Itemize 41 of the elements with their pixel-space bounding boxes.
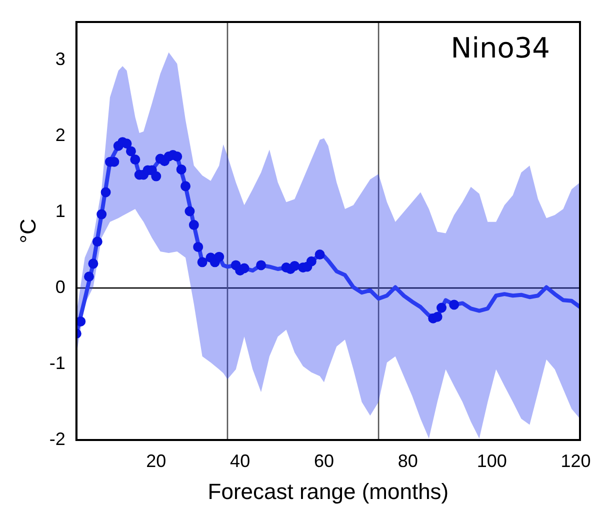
point	[126, 146, 136, 156]
point	[84, 272, 94, 282]
point	[184, 206, 195, 216]
y-tick-label: 1	[55, 200, 66, 221]
y-tick-label: 0	[55, 276, 66, 297]
point	[176, 164, 186, 174]
point	[239, 263, 250, 274]
y-tick-label: -2	[49, 428, 66, 449]
point	[96, 209, 107, 220]
point	[314, 250, 325, 260]
x-tick-label: 20	[146, 450, 166, 471]
y-tick-label: 3	[55, 48, 66, 69]
point	[122, 138, 132, 149]
point	[180, 181, 191, 192]
point	[306, 256, 316, 266]
point	[88, 258, 98, 269]
point	[214, 252, 224, 262]
point	[100, 187, 111, 198]
point	[92, 236, 102, 247]
point	[449, 300, 460, 310]
point	[151, 171, 162, 182]
annotation: Nino34	[450, 31, 550, 64]
point	[432, 312, 442, 322]
point	[290, 260, 300, 271]
y-tick-label: -1	[49, 352, 66, 373]
x-tick-label: 60	[314, 450, 334, 471]
y-axis-title: °C	[15, 218, 40, 244]
point	[188, 220, 199, 230]
point	[436, 302, 447, 313]
point	[193, 242, 204, 252]
point	[76, 316, 86, 326]
y-tick-label: 2	[55, 124, 66, 145]
x-tick-label: 100	[476, 450, 507, 471]
point	[172, 152, 182, 162]
point	[130, 154, 140, 165]
x-tick-label: 120	[560, 450, 591, 471]
x-axis-title: Forecast range (months)	[208, 478, 449, 504]
x-tick-label: 80	[398, 450, 418, 471]
x-tick-label: 40	[230, 450, 250, 471]
point	[197, 257, 208, 268]
point	[256, 260, 266, 270]
